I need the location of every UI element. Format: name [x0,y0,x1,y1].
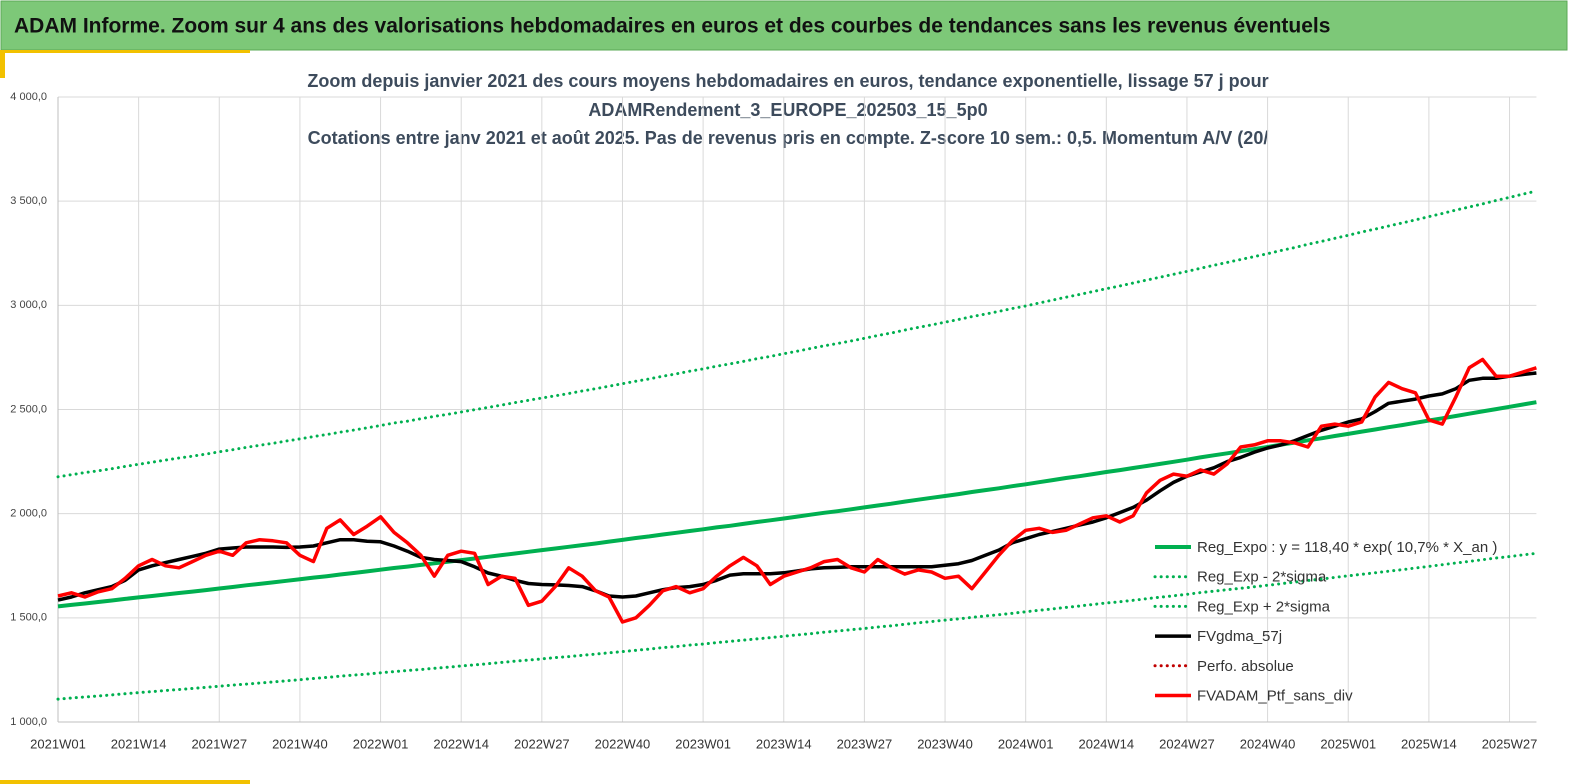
y-tick-label: 2 000,0 [10,508,47,520]
legend-label: Perfo. absolue [1197,658,1294,675]
y-tick-label: 1 500,0 [10,612,47,624]
y-tick-label: 4 000,0 [10,91,47,103]
x-tick-label: 2025W27 [1482,736,1538,751]
banner [0,0,1568,51]
y-tick-label: 1 000,0 [10,716,47,728]
x-tick-label: 2025W01 [1320,736,1376,751]
y-tick-label: 2 500,0 [10,403,47,415]
x-tick-label: 2025W14 [1401,736,1457,751]
legend-label: FVADAM_Ptf_sans_div [1197,687,1353,704]
legend-label: Reg_Exp - 2*sigma [1197,569,1327,586]
x-tick-label: 2022W40 [595,736,651,751]
x-tick-label: 2024W40 [1240,736,1296,751]
series-line [56,189,1538,479]
x-tick-label: 2024W01 [998,736,1054,751]
x-tick-label: 2022W01 [353,736,409,751]
legend-label: FVgdma_57j [1197,628,1282,645]
accent [0,50,5,78]
accent [0,780,250,784]
x-tick-label: 2023W14 [756,736,812,751]
x-tick-label: 2021W27 [191,736,247,751]
x-tick-label: 2021W01 [30,736,86,751]
x-tick-label: 2023W01 [675,736,731,751]
legend-label: Reg_Exp + 2*sigma [1197,598,1331,615]
chart-title: Zoom depuis janvier 2021 des cours moyen… [307,71,1268,91]
x-tick-label: 2024W14 [1078,736,1134,751]
x-tick-label: 2021W40 [272,736,328,751]
y-tick-label: 3 000,0 [10,299,47,311]
x-tick-label: 2023W27 [837,736,893,751]
legend-label: Reg_Expo : y = 118,40 * exp( 10,7% * X_a… [1197,539,1497,556]
chart-title: Cotations entre janv 2021 et août 2025. … [308,128,1269,148]
series-line [56,551,1538,701]
x-tick-label: 2021W14 [111,736,167,751]
chart-title: ADAMRendement_3_EUROPE_202503_15_5p0 [588,100,987,120]
x-tick-label: 2024W27 [1159,736,1215,751]
x-tick-label: 2022W14 [433,736,489,751]
banner-title: ADAM Informe. Zoom sur 4 ans des valoris… [14,15,1330,38]
series-line [57,357,1537,624]
x-tick-label: 2022W27 [514,736,570,751]
x-tick-label: 2023W40 [917,736,973,751]
y-tick-label: 3 500,0 [10,195,47,207]
accent [0,50,250,53]
